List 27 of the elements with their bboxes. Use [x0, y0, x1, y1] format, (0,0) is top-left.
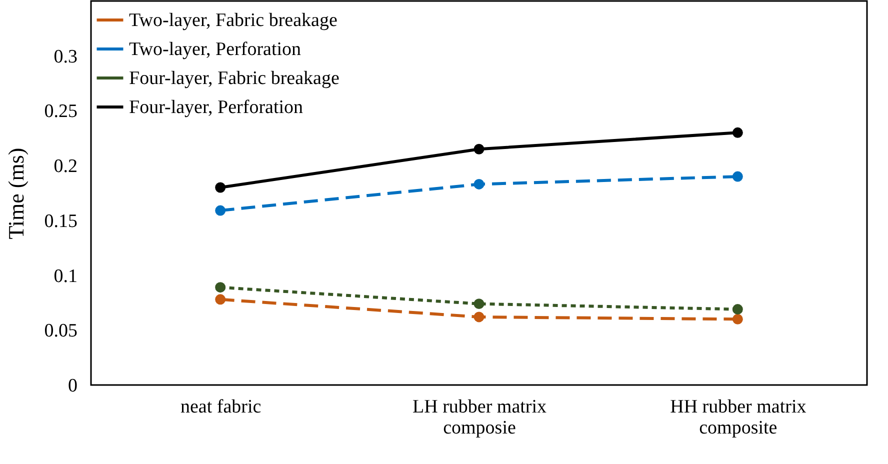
- x-tick-label: neat fabric: [180, 396, 262, 418]
- legend-label: Four-layer, Perforation: [129, 97, 304, 118]
- y-tick-label: 0.3: [54, 46, 78, 68]
- y-tick-label: 0.25: [44, 101, 78, 122]
- point: [474, 298, 484, 310]
- point: [215, 282, 226, 293]
- point: [474, 144, 484, 154]
- point: [474, 312, 484, 322]
- point: [732, 171, 743, 182]
- point: [732, 304, 743, 315]
- y-tick-label: 0.2: [54, 156, 78, 178]
- y-tick-label: 0: [68, 376, 78, 396]
- y-axis-title: Time (ms): [3, 148, 28, 240]
- y-tick-label: 0.05: [44, 320, 78, 342]
- point: [215, 205, 226, 216]
- legend-label: Two-layer, Fabric breakage: [129, 10, 338, 31]
- point: [215, 182, 226, 193]
- legend-label: Four-layer, Fabric breakage: [129, 68, 340, 89]
- point: [732, 314, 743, 324]
- x-tick-label: HH rubber matrix composite: [670, 396, 807, 438]
- y-tick-label: 0.1: [54, 266, 78, 287]
- y-tick-label: 0.15: [44, 210, 78, 232]
- point: [215, 294, 226, 305]
- point: [732, 127, 743, 138]
- point: [474, 178, 484, 190]
- x-tick-label: LH rubber matrix composie: [412, 396, 548, 438]
- legend-label: Two-layer, Perforation: [129, 39, 302, 60]
